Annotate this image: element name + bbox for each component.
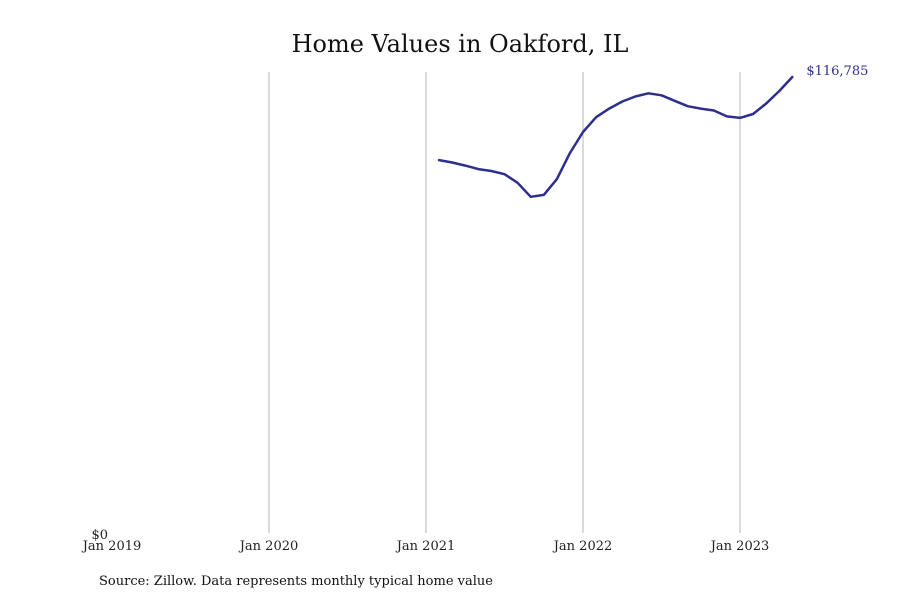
x-tick-label: Jan 2020 — [238, 539, 299, 554]
chart-title: Home Values in Oakford, IL — [292, 30, 629, 58]
end-value-label: $116,785 — [806, 64, 868, 79]
x-axis-tick-labels: Jan 2019 Jan 2020 Jan 2021 Jan 2022 Jan 2023 — [81, 539, 770, 554]
x-tick-label: Jan 2023 — [709, 539, 770, 554]
source-note: Source: Zillow. Data represents monthly … — [99, 574, 493, 589]
gridlines — [268, 72, 741, 533]
x-tick-label: Jan 2022 — [552, 539, 613, 554]
series-layer: $116,785 — [437, 64, 868, 199]
x-tick-label: Jan 2021 — [395, 539, 456, 554]
y-tick-label: $0 — [91, 528, 108, 543]
home-value-line — [437, 75, 794, 199]
x-tick-label: Jan 2019 — [81, 539, 142, 554]
